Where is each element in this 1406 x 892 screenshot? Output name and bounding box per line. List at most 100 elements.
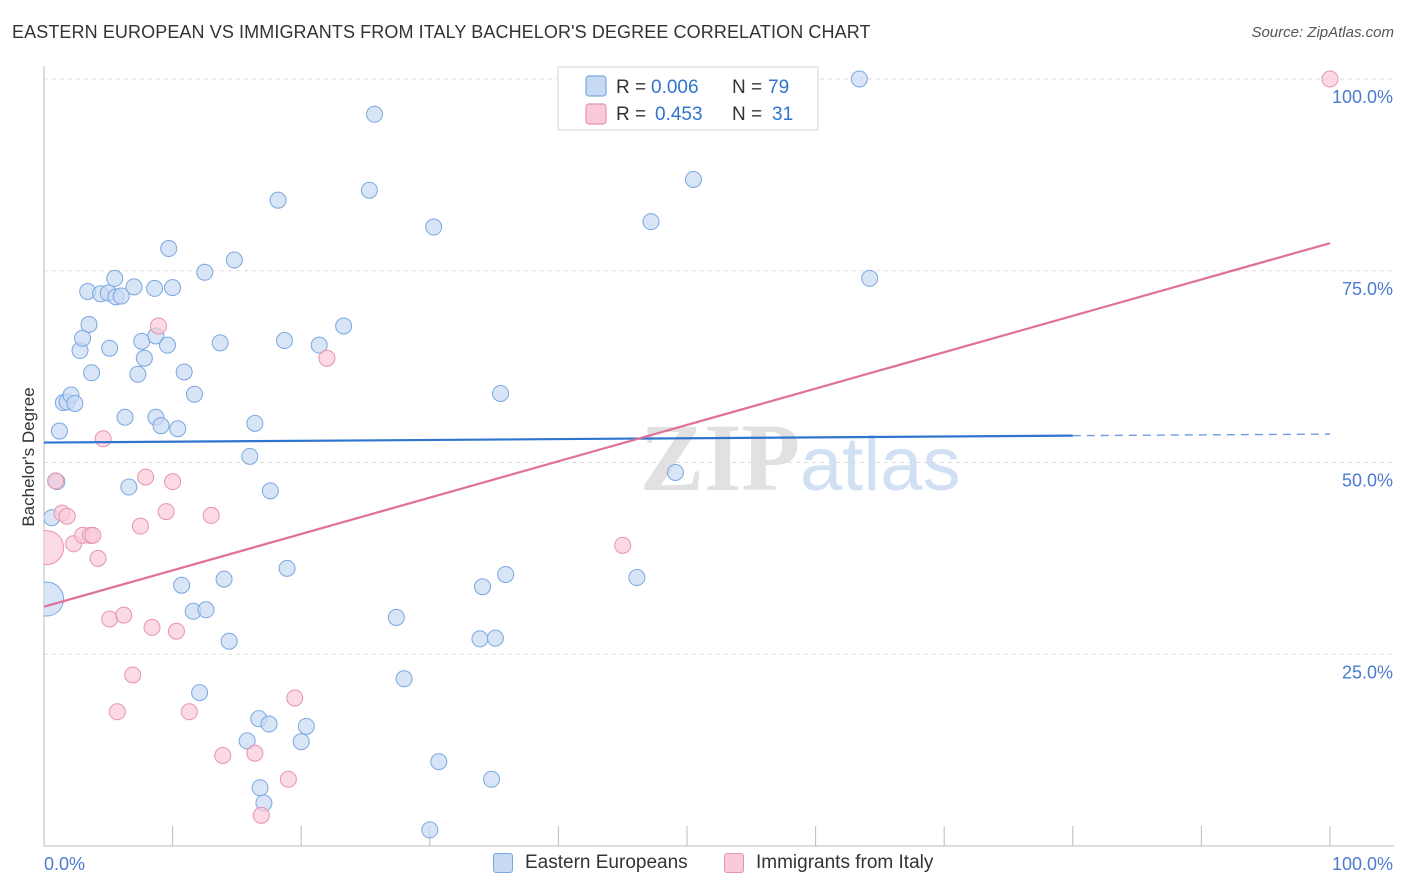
legend-swatch-pink	[724, 853, 744, 873]
point-eastern-european	[215, 570, 233, 588]
point-eastern-european	[129, 365, 147, 383]
stats-r-label-1: R =	[616, 77, 646, 98]
point-eastern-european	[292, 733, 310, 751]
stats-n-label-1: N =	[732, 77, 762, 98]
point-immigrant-italy	[108, 703, 126, 721]
point-eastern-european	[483, 770, 501, 788]
point-eastern-european	[492, 384, 510, 402]
point-eastern-european	[158, 336, 176, 354]
point-eastern-european	[50, 422, 68, 440]
point-immigrant-italy	[137, 468, 155, 486]
stats-r-label-2: R =	[616, 104, 646, 125]
point-eastern-european	[169, 420, 187, 438]
scatter-points	[44, 70, 1339, 839]
point-immigrant-italy	[202, 506, 220, 524]
point-immigrant-italy	[279, 770, 297, 788]
point-immigrant-italy	[124, 666, 142, 684]
point-eastern-european	[486, 629, 504, 647]
point-immigrant-italy	[1321, 70, 1339, 88]
point-eastern-european	[471, 630, 489, 648]
point-immigrant-italy	[214, 746, 232, 764]
trend-line-immigrants-italy	[43, 242, 1331, 608]
legend-immigrants-italy: Immigrants from Italy	[724, 852, 933, 874]
point-immigrant-italy	[149, 317, 167, 335]
point-eastern-european	[425, 218, 443, 236]
point-eastern-european	[175, 363, 193, 381]
point-immigrant-italy	[47, 472, 65, 490]
point-immigrant-italy	[180, 703, 198, 721]
point-immigrant-italy	[318, 349, 336, 367]
point-eastern-european	[278, 559, 296, 577]
legend-swatch-blue	[493, 853, 513, 873]
point-eastern-european	[220, 632, 238, 650]
point-eastern-european	[395, 670, 413, 688]
point-eastern-european	[474, 578, 492, 596]
chart-source: Source: ZipAtlas.com	[1251, 24, 1394, 41]
point-eastern-european	[642, 213, 660, 231]
point-eastern-european	[297, 717, 315, 735]
y-tick-label: 100.0%	[1332, 87, 1393, 107]
point-eastern-european	[44, 581, 65, 617]
point-eastern-european	[684, 170, 702, 188]
point-eastern-european	[238, 732, 256, 750]
point-immigrant-italy	[157, 503, 175, 521]
stats-r-value-2: 0.453	[655, 104, 703, 125]
point-immigrant-italy	[614, 536, 632, 554]
point-eastern-european	[196, 263, 214, 281]
point-eastern-european	[366, 105, 384, 123]
point-immigrant-italy	[101, 610, 119, 628]
point-immigrant-italy	[131, 517, 149, 535]
point-immigrant-italy	[246, 744, 264, 762]
point-immigrant-italy	[44, 530, 65, 566]
point-eastern-european	[335, 317, 353, 335]
point-eastern-european	[861, 269, 879, 287]
point-immigrant-italy	[84, 526, 102, 544]
point-immigrant-italy	[143, 618, 161, 636]
point-eastern-european	[497, 565, 515, 583]
point-eastern-european	[152, 417, 170, 435]
point-eastern-european	[261, 482, 279, 500]
point-eastern-european	[269, 191, 287, 209]
watermark-atlas: atlas	[800, 422, 961, 507]
point-immigrant-italy	[286, 689, 304, 707]
point-eastern-european	[112, 287, 130, 305]
watermark-zip: ZIP	[640, 404, 800, 511]
trend-lines	[43, 242, 1331, 608]
point-eastern-european	[116, 408, 134, 426]
grid-lines	[44, 78, 1394, 655]
trend-line-eastern-europeans-extension	[1072, 433, 1331, 437]
y-tick-label: 50.0%	[1342, 471, 1393, 491]
point-eastern-european	[211, 334, 229, 352]
y-axis-label: Bachelor's Degree	[19, 387, 38, 526]
point-eastern-european	[430, 753, 448, 771]
point-eastern-european	[666, 463, 684, 481]
legend-label-eastern-europeans: Eastern Europeans	[525, 852, 688, 873]
point-eastern-european	[173, 576, 191, 594]
stats-n-value-2: 31	[772, 104, 793, 125]
point-eastern-european	[260, 715, 278, 733]
stats-r-value-1: 0.006	[651, 77, 699, 98]
point-eastern-european	[135, 349, 153, 367]
point-eastern-european	[101, 339, 119, 357]
point-immigrant-italy	[89, 549, 107, 567]
stats-legend: R = 0.006 N = 79 R = 0.453 N = 31	[557, 66, 819, 131]
point-eastern-european	[275, 332, 293, 350]
point-eastern-european	[628, 569, 646, 587]
point-eastern-european	[74, 329, 92, 347]
point-eastern-european	[360, 181, 378, 199]
point-eastern-european	[850, 70, 868, 88]
y-tick-label: 75.0%	[1342, 279, 1393, 299]
point-eastern-european	[80, 315, 98, 333]
point-eastern-european	[310, 336, 328, 354]
x-tick-label-min: 0.0%	[44, 854, 85, 874]
point-eastern-european	[120, 478, 138, 496]
point-eastern-european	[164, 279, 182, 297]
point-eastern-european	[225, 251, 243, 269]
point-immigrant-italy	[58, 507, 76, 525]
point-eastern-european	[387, 608, 405, 626]
chart-title: EASTERN EUROPEAN VS IMMIGRANTS FROM ITAL…	[12, 22, 871, 42]
stats-n-label-2: N =	[732, 104, 762, 125]
point-eastern-european	[197, 601, 215, 619]
point-eastern-european	[125, 278, 143, 296]
point-immigrant-italy	[164, 473, 182, 491]
